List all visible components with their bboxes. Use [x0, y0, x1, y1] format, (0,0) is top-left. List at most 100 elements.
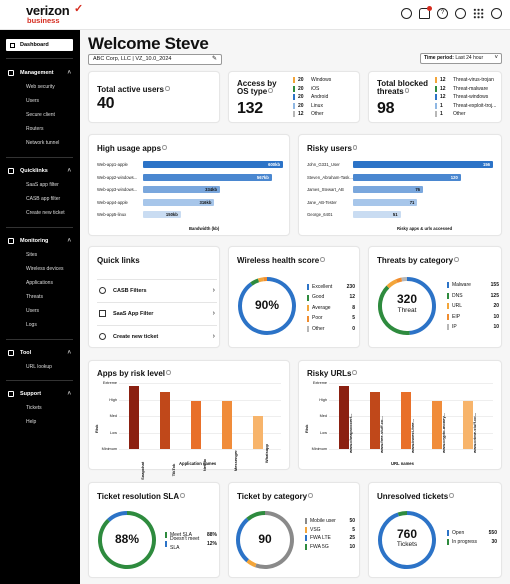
bar[interactable]: [129, 385, 139, 449]
risky-urls-card[interactable]: Risky URLs Extreme High Med Low Minimum www.c…: [298, 360, 502, 470]
sidebar-item-tickets[interactable]: Tickets: [26, 405, 42, 411]
bar[interactable]: 156: [353, 161, 493, 168]
bar[interactable]: 567kb: [143, 173, 272, 181]
sidebar-section-management[interactable]: Management ˄: [6, 67, 73, 79]
donut-segment[interactable]: [397, 511, 408, 517]
donut-segment[interactable]: [238, 277, 296, 335]
bar[interactable]: 150kb: [143, 211, 181, 218]
legend-label: Threat-virus-trojan: [453, 77, 494, 83]
unresolved-tickets-card[interactable]: Unresolved tickets 760 Tickets Open 550 In…: [368, 482, 502, 578]
donut-segment[interactable]: [401, 277, 408, 282]
quick-link-label: SaaS App Filter: [113, 311, 154, 317]
time-period-dropdown[interactable]: Time period: Last 24 hour ˅: [420, 53, 502, 64]
bar[interactable]: 334kb: [143, 186, 220, 193]
bar[interactable]: 71: [353, 198, 418, 206]
info-icon[interactable]: [166, 370, 171, 375]
donut-segment[interactable]: [250, 278, 260, 286]
donut-segment[interactable]: [236, 517, 250, 563]
info-icon[interactable]: [352, 145, 358, 150]
info-icon[interactable]: [180, 493, 185, 498]
risky-users-card[interactable]: Risky users John_G331_User 156 Steven_Abra…: [298, 134, 502, 236]
help-icon[interactable]: ?: [437, 8, 448, 19]
total-users-card[interactable]: Total active users 40: [88, 71, 220, 123]
sidebar-item-routers[interactable]: Routers: [26, 126, 44, 132]
sidebar-item-wireless-devices[interactable]: Wireless devices: [26, 266, 64, 272]
donut-segment[interactable]: [406, 277, 436, 335]
threats-category-card[interactable]: Threats by category 320 Threat Malware 15…: [368, 246, 502, 348]
sidebar-item-create-ticket[interactable]: Create new ticket: [26, 210, 65, 216]
sidebar-section-quicklinks[interactable]: Quicklinks ˄: [6, 165, 73, 177]
pencil-icon[interactable]: ✎: [211, 56, 217, 62]
sidebar-item-threats[interactable]: Threats: [26, 294, 43, 300]
sidebar-item-network-tunnel[interactable]: Network tunnel: [26, 140, 60, 146]
info-icon[interactable]: [454, 257, 459, 262]
sidebar-item-url-lookup[interactable]: URL lookup: [26, 364, 52, 370]
verizon-logo[interactable]: verizon business: [26, 4, 70, 25]
donut-segment[interactable]: [246, 559, 257, 568]
donut-segment[interactable]: [386, 279, 398, 289]
info-icon[interactable]: [449, 493, 454, 498]
legend-swatch: [435, 111, 437, 118]
donut-segment[interactable]: [257, 277, 264, 283]
donut-segment[interactable]: [255, 511, 294, 569]
bar[interactable]: [222, 401, 232, 449]
donut-segment[interactable]: [98, 511, 156, 569]
sidebar-item-web-security[interactable]: Web security: [26, 84, 55, 90]
donut-segment[interactable]: [378, 511, 436, 569]
gauge-icon[interactable]: [401, 8, 412, 19]
info-icon[interactable]: [268, 88, 273, 93]
bar[interactable]: [432, 401, 442, 449]
sidebar-item-saas-filter[interactable]: SaaS app filter: [26, 182, 59, 188]
sidebar-section-tool[interactable]: Tool ˄: [6, 347, 73, 359]
donut-segment[interactable]: [246, 511, 266, 521]
headset-icon[interactable]: [455, 8, 466, 19]
donut-segment[interactable]: [378, 285, 410, 335]
sidebar-item-users[interactable]: Users: [26, 98, 40, 104]
high-usage-apps-card[interactable]: High usage apps Web-app1-apple 600kb Web-a…: [88, 134, 290, 236]
apps-grid-icon[interactable]: [473, 8, 484, 19]
info-icon[interactable]: [162, 145, 167, 150]
donut-segment[interactable]: [395, 277, 403, 283]
bar[interactable]: [370, 392, 380, 449]
info-icon[interactable]: [352, 370, 357, 375]
sidebar-item-secure-client[interactable]: Secure client: [26, 112, 55, 118]
sidebar-item-monitor-users[interactable]: Users: [26, 308, 40, 314]
legend-item: 12 Threat-virus-trojan: [435, 76, 501, 85]
bar[interactable]: [339, 385, 349, 449]
quick-link-create-ticket[interactable]: Create new ticket ›: [97, 325, 217, 347]
bar[interactable]: 76: [353, 186, 423, 193]
info-icon[interactable]: [404, 88, 410, 93]
quick-link-casb[interactable]: CASB Filters ›: [97, 279, 217, 301]
bar[interactable]: [160, 392, 170, 449]
ticket-category-card[interactable]: Ticket by category 90 Mobile user 50 VSG 5 F…: [228, 482, 360, 578]
info-icon[interactable]: [320, 257, 325, 262]
sidebar-item-sites[interactable]: Sites: [26, 252, 38, 258]
sidebar-section-monitoring[interactable]: Monitoring ˄: [6, 235, 73, 247]
apps-risk-card[interactable]: Apps by risk level Extreme High Med Low Mini…: [88, 360, 290, 480]
sidebar-item-casb-filter[interactable]: CASB app filter: [26, 196, 61, 202]
bar[interactable]: [401, 392, 411, 449]
account-selector[interactable]: ABC Corp, LLC | VZ_10.0_2024 ✎: [88, 54, 222, 65]
user-icon[interactable]: [491, 8, 502, 19]
access-os-card[interactable]: Access by OS type 132 20 Windows 20 iOS 20 An…: [228, 71, 360, 123]
bar[interactable]: 120: [353, 173, 461, 181]
sidebar-item-dashboard[interactable]: Dashboard: [6, 39, 73, 51]
wireless-health-card[interactable]: Wireless health score 90% Excellent 230 Go…: [228, 246, 360, 348]
sidebar-section-support[interactable]: Support ˄: [6, 388, 73, 400]
blocked-threats-card[interactable]: Total blocked threats 98 12 Threat-virus-…: [368, 71, 502, 123]
bell-icon[interactable]: [419, 6, 432, 19]
bar[interactable]: 51: [353, 211, 401, 218]
bar[interactable]: [463, 401, 473, 449]
bar[interactable]: [191, 401, 201, 449]
info-icon[interactable]: [308, 493, 313, 498]
bar[interactable]: 316kb: [143, 198, 215, 206]
info-icon[interactable]: [165, 86, 170, 91]
sidebar-item-help[interactable]: Help: [26, 419, 37, 425]
bar[interactable]: 600kb: [143, 161, 283, 168]
ticket-sla-card[interactable]: Ticket resolution SLA 88% Meet SLA 88% Doe…: [88, 482, 220, 578]
sidebar-item-applications[interactable]: Applications: [26, 280, 53, 286]
donut-segment[interactable]: [107, 511, 128, 522]
quick-link-saas[interactable]: SaaS App Filter ›: [97, 302, 217, 324]
sidebar-item-logs[interactable]: Logs: [26, 322, 37, 328]
bar[interactable]: [253, 416, 263, 449]
